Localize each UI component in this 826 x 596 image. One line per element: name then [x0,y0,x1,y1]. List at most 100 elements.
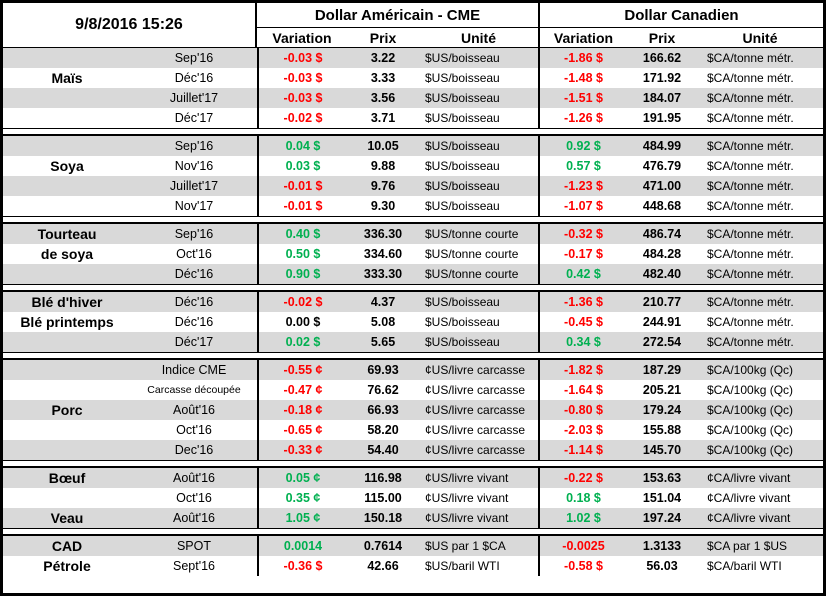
commodity-label [3,332,131,352]
commodity-label [3,264,131,284]
cad-variation: 0.18 $ [538,488,627,508]
cad-unit: $CA/tonne métr. [707,71,794,85]
usd-unit: $US/boisseau [425,179,500,193]
table-row: Indice CME -0.55 ¢ 69.93 ¢US/livre carcasse… [3,360,823,380]
contract-month: Sep'16 [174,51,214,65]
table-row: Déc'17 -0.02 $ 3.71 $US/boisseau -1.26 $ 191.… [3,108,823,128]
cad-price: 153.63 [642,471,682,485]
table-row: Nov'17 -0.01 $ 9.30 $US/boisseau -1.07 $ 448.… [3,196,823,216]
table-row: Oct'16 0.35 ¢ 115.00 ¢US/livre vivant 0.18 $… [3,488,823,508]
usd-price: 336.30 [363,227,403,241]
cad-variation: -0.17 $ [538,244,627,264]
cad-variation: -1.64 $ [538,380,627,400]
commodity-label: Maïs [51,70,83,86]
commodity-label [3,136,131,156]
usd-unit: ¢US/livre carcasse [425,423,526,437]
commodity-label [3,196,131,216]
cad-unit: $CA/tonne métr. [707,179,794,193]
table-row: Déc'16 0.90 $ 333.30 $US/tonne courte 0.42 $… [3,264,823,284]
table-row: Blé printemps Déc'16 0.00 $ 5.08 $US/boissea… [3,312,823,332]
section-divider [3,284,823,292]
usd-price: 5.65 [370,335,396,349]
cad-column-headers: Variation Prix Unité [540,28,823,47]
cad-unit: $CA/tonne métr. [707,159,794,173]
cad-variation: 0.42 $ [538,264,627,284]
table-header: 9/8/2016 15:26 Dollar Américain - CME Va… [3,3,823,48]
cad-price: 56.03 [646,559,678,573]
cad-variation: -0.32 $ [538,224,627,244]
commodity-label: Soya [50,158,84,174]
usd-unit: ¢US/livre carcasse [425,403,526,417]
table-row: Maïs Déc'16 -0.03 $ 3.33 $US/boisseau -1.48 $… [3,68,823,88]
cad-price: 1.3133 [642,539,682,553]
contract-month: Juillet'17 [169,91,219,105]
cad-variation: -1.48 $ [538,68,627,88]
commodity-label [3,420,131,440]
usd-price: 9.30 [370,199,396,213]
usd-variation: 0.05 ¢ [257,468,347,488]
commodity-label: Veau [50,510,84,526]
commodity-label: Blé d'hiver [31,294,103,310]
usd-unit: $US/boisseau [425,159,500,173]
usd-price: 3.22 [370,51,396,65]
cad-unit: $CA/tonne métr. [707,199,794,213]
commodity-label [3,48,131,68]
cad-unit: ¢CA/livre vivant [707,471,791,485]
cad-unit: $CA/100kg (Qc) [707,363,794,377]
contract-month: Déc'17 [174,335,214,349]
usd-price: 76.62 [367,383,399,397]
usd-price: 5.08 [370,315,396,329]
commodity-label [3,488,131,508]
contract-month: Oct'16 [176,247,212,261]
cad-price: 448.68 [642,199,682,213]
cad-unit: $CA/tonne métr. [707,51,794,65]
contract-month: Oct'16 [176,423,212,437]
usd-unit: ¢US/livre vivant [425,511,509,525]
usd-unit: $US/boisseau [425,295,500,309]
table-row: de soya Oct'16 0.50 $ 334.60 $US/tonne court… [3,244,823,264]
usd-price: 54.40 [367,443,399,457]
cad-price: 471.00 [642,179,682,193]
cad-unit: $CA/tonne métr. [707,227,794,241]
contract-month: Juillet'17 [169,179,219,193]
cad-price: 244.91 [642,315,682,329]
usd-variation: -0.33 ¢ [257,440,347,460]
usd-variation: 0.90 $ [257,264,347,284]
cad-unit: $CA par 1 $US [707,539,788,553]
table-row: Déc'17 0.02 $ 5.65 $US/boisseau 0.34 $ 272.54… [3,332,823,352]
section-divider [3,352,823,360]
contract-month: Sep'16 [174,139,214,153]
cad-variation: -1.23 $ [538,176,627,196]
table-row: Blé d'hiver Déc'16 -0.02 $ 4.37 $US/boisseau… [3,292,823,312]
commodity-label: Pétrole [43,558,91,574]
usd-price: 66.93 [367,403,399,417]
contract-month: Août'16 [172,403,215,417]
cad-variation: -0.45 $ [538,312,627,332]
usd-price: 0.7614 [363,539,403,553]
usd-variation: -0.03 $ [257,68,347,88]
usd-price: 58.20 [367,423,399,437]
usd-price: 42.66 [367,559,399,573]
section-divider [3,216,823,224]
contract-month: Indice CME [161,363,227,377]
contract-month: Déc'16 [174,71,214,85]
cad-unit: $CA/100kg (Qc) [707,443,794,457]
cad-unit: $CA/tonne métr. [707,91,794,105]
cad-unit-header: Unité [742,29,778,46]
usd-unit: $US/tonne courte [425,247,519,261]
commodity-label: CAD [51,538,83,554]
usd-unit: $US/boisseau [425,315,500,329]
cad-unit: $CA/tonne métr. [707,315,794,329]
cad-variation: 0.92 $ [538,136,627,156]
contract-month: Oct'16 [176,491,212,505]
usd-price: 334.60 [363,247,403,261]
usd-unit: $US/boisseau [425,139,500,153]
cad-variation: -1.86 $ [538,48,627,68]
usd-price: 116.98 [364,471,402,485]
table-row: Soya Nov'16 0.03 $ 9.88 $US/boisseau 0.57 $ 47… [3,156,823,176]
cad-variation: -1.36 $ [538,292,627,312]
commodity-label: Blé printemps [20,314,114,330]
cad-unit: $CA/tonne métr. [707,295,794,309]
usd-variation: -0.47 ¢ [257,380,347,400]
